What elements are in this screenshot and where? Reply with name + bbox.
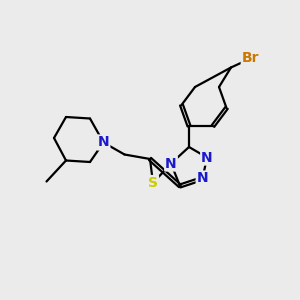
Text: N: N: [165, 157, 177, 170]
Text: N: N: [98, 136, 109, 149]
Text: N: N: [197, 172, 208, 185]
Text: S: S: [148, 176, 158, 190]
Text: N: N: [201, 151, 213, 164]
Text: Br: Br: [242, 52, 259, 65]
